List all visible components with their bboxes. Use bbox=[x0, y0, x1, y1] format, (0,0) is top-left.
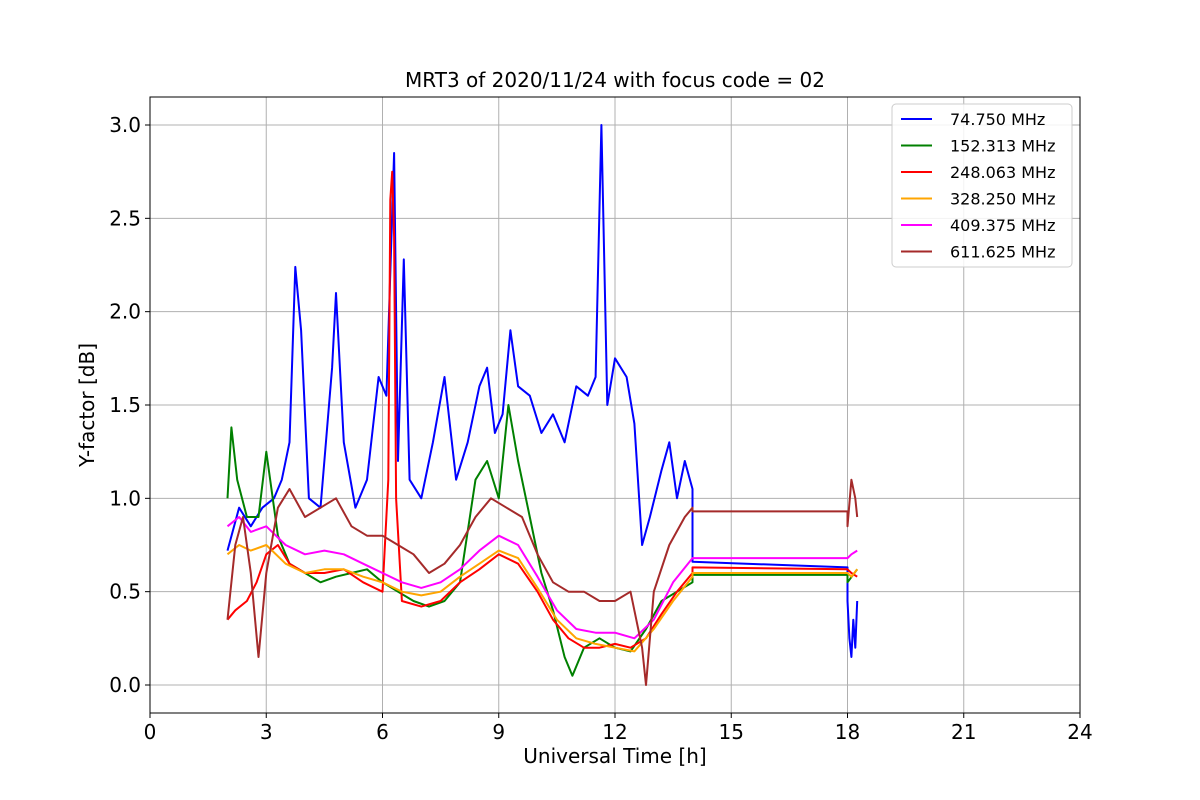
series-line-5 bbox=[226, 516, 858, 640]
series-line-4 bbox=[226, 544, 858, 653]
plot-lines bbox=[226, 124, 859, 686]
x-tick-label: 21 bbox=[951, 720, 976, 744]
x-tick-label: 3 bbox=[260, 720, 273, 744]
x-tick-label: 6 bbox=[376, 720, 389, 744]
x-tick-label: 18 bbox=[835, 720, 860, 744]
legend-label: 328.250 MHz bbox=[950, 190, 1055, 209]
x-tick-label: 0 bbox=[144, 720, 157, 744]
chart-title: MRT3 of 2020/11/24 with focus code = 02 bbox=[405, 68, 825, 92]
y-tick-label: 0.0 bbox=[109, 673, 141, 697]
x-axis-label: Universal Time [h] bbox=[523, 744, 706, 768]
x-tick-label: 9 bbox=[492, 720, 505, 744]
legend: 74.750 MHz 152.313 MHz 248.063 MHz 328.250 … bbox=[891, 103, 1073, 268]
series-line-3 bbox=[226, 170, 858, 649]
series-line-1 bbox=[226, 124, 859, 658]
y-tick-label: 3.0 bbox=[109, 113, 141, 137]
x-axis: 0 3 6 9 12 15 18 21 24 bbox=[144, 713, 1093, 744]
series-line-6 bbox=[226, 478, 859, 686]
x-tick-label: 15 bbox=[719, 720, 744, 744]
y-tick-label: 1.5 bbox=[109, 393, 141, 417]
legend-label: 248.063 MHz bbox=[950, 163, 1055, 182]
legend-label: 409.375 MHz bbox=[950, 216, 1055, 235]
y-tick-label: 2.5 bbox=[109, 206, 141, 230]
x-tick-label: 24 bbox=[1067, 720, 1092, 744]
y-tick-label: 1.0 bbox=[109, 486, 141, 510]
legend-box bbox=[891, 103, 1073, 268]
y-axis-label: Y-factor [dB] bbox=[75, 343, 99, 468]
legend-label: 152.313 MHz bbox=[950, 137, 1055, 156]
legend-label: 74.750 MHz bbox=[950, 110, 1045, 129]
y-axis: 0.0 0.5 1.0 1.5 2.0 2.5 3.0 bbox=[109, 113, 150, 697]
y-tick-label: 2.0 bbox=[109, 300, 141, 324]
x-tick-label: 12 bbox=[602, 720, 627, 744]
legend-label: 611.625 MHz bbox=[950, 243, 1055, 262]
y-tick-label: 0.5 bbox=[109, 580, 141, 604]
